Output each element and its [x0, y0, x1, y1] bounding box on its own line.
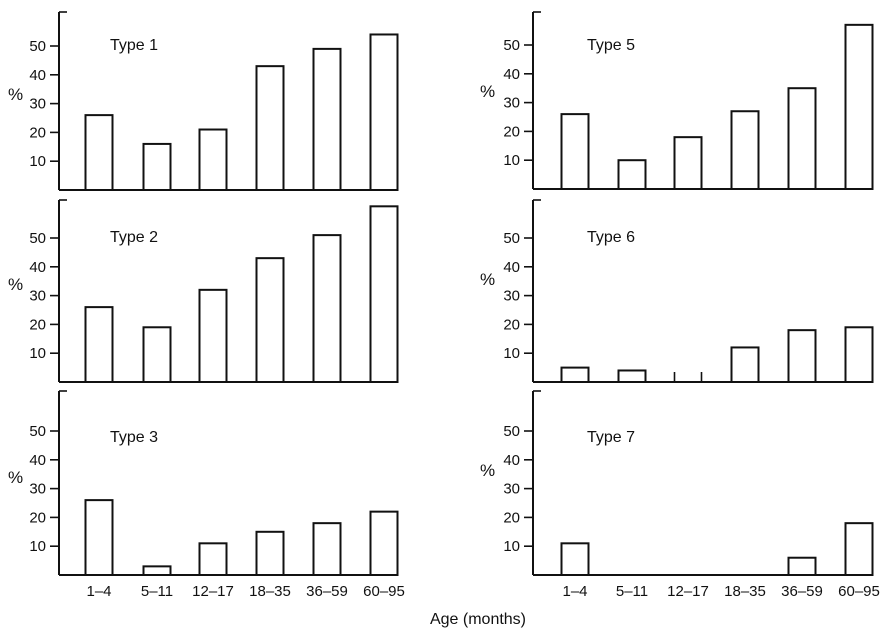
panel-title: Type 2	[110, 229, 158, 246]
y-tick-label: 20	[29, 316, 46, 333]
y-tick-label: 40	[29, 452, 46, 469]
bar	[617, 159, 647, 190]
panel-type-7: 10 20 30 40 50% Type 7	[480, 390, 874, 577]
x-tick-label: 5–11	[141, 583, 173, 600]
bar	[673, 136, 703, 191]
x-tick-label: 18–35	[249, 583, 291, 600]
bar	[560, 113, 590, 190]
x-tick-label: 12–17	[667, 583, 709, 600]
bar	[787, 329, 817, 384]
bar	[142, 565, 172, 576]
x-tick-label: 18–35	[724, 583, 766, 600]
x-tick-label: 12–17	[192, 583, 234, 600]
bar	[369, 205, 399, 383]
y-tick-label: 20	[503, 509, 520, 526]
x-tick-labels-left: 1–4 5–11 12–17 18–35 36–59 60–95	[86, 583, 404, 600]
bar	[312, 47, 342, 191]
y-tick-label: 10	[29, 538, 46, 555]
y-axis-label: %	[8, 468, 23, 487]
panel-type-2: 10 20 30 40 50% Type 2	[8, 199, 399, 383]
panel-title: Type 1	[110, 37, 158, 54]
y-axis-label: %	[8, 85, 23, 104]
bar	[730, 346, 760, 384]
y-tick-label: 50	[29, 423, 46, 440]
panel-type-5: 10 20 30 40 50% Type 5	[480, 11, 874, 191]
bar	[142, 326, 172, 383]
y-tick-label: 30	[503, 95, 520, 112]
y-axis-label: %	[480, 461, 495, 480]
panel-title: Type 6	[587, 229, 635, 246]
y-tick-label: 20	[29, 509, 46, 526]
y-tick-label: 10	[29, 153, 46, 170]
bar	[84, 114, 114, 191]
panel-title: Type 3	[110, 429, 158, 446]
y-tick-label: 40	[503, 452, 520, 469]
x-axis-label: Age (months)	[430, 611, 526, 628]
bar	[84, 306, 114, 383]
x-tick-label: 5–11	[616, 583, 648, 600]
x-tick-label: 60–95	[363, 583, 405, 600]
bar	[312, 234, 342, 383]
bar	[369, 33, 399, 192]
bar	[730, 110, 760, 190]
y-tick-label: 40	[29, 259, 46, 276]
y-tick-label: 50	[29, 230, 46, 247]
bar	[787, 87, 817, 190]
y-tick-label: 50	[29, 38, 46, 55]
y-tick-label: 10	[503, 345, 520, 362]
y-tick-label: 30	[29, 481, 46, 498]
x-tick-labels-right: 1–4 5–11 12–17 18–35 36–59 60–95	[562, 583, 879, 600]
y-tick-label: 10	[503, 152, 520, 169]
y-tick-label: 30	[29, 288, 46, 305]
bar	[198, 542, 228, 577]
y-tick-label: 30	[503, 481, 520, 498]
y-tick-label: 40	[29, 67, 46, 84]
y-tick-label: 30	[503, 288, 520, 305]
bar	[560, 366, 590, 384]
bar	[255, 530, 285, 576]
y-tick-label: 20	[503, 123, 520, 140]
x-tick-label: 36–59	[781, 583, 823, 600]
panel-title: Type 7	[587, 429, 635, 446]
y-tick-label: 20	[503, 316, 520, 333]
y-axis-label: %	[480, 82, 495, 101]
panel-type-3: 10 20 30 40 50% Type 3	[8, 390, 399, 577]
bar	[844, 23, 874, 191]
y-tick-label: 50	[503, 37, 520, 54]
bar	[787, 556, 817, 576]
panel-type-1: 10 20 30 40 50% Type 1	[8, 11, 399, 192]
bar	[255, 65, 285, 191]
y-tick-label: 50	[503, 423, 520, 440]
y-tick-label: 20	[29, 124, 46, 141]
y-axis-label: %	[8, 275, 23, 294]
bar	[142, 142, 172, 191]
bar	[84, 499, 114, 576]
y-tick-label: 10	[503, 538, 520, 555]
bar	[312, 522, 342, 576]
bar	[844, 522, 874, 576]
panel-title: Type 5	[587, 37, 635, 54]
y-tick-label: 10	[29, 345, 46, 362]
x-tick-label: 1–4	[562, 583, 587, 600]
bar	[369, 510, 399, 577]
y-tick-label: 50	[503, 230, 520, 247]
y-tick-label: 30	[29, 96, 46, 113]
y-tick-label: 40	[503, 259, 520, 276]
panel-type-6: 10 20 30 40 50% Type 6	[480, 199, 874, 384]
x-tick-label: 60–95	[838, 583, 880, 600]
bar	[617, 369, 647, 384]
bar	[198, 288, 228, 383]
y-axis-label: %	[480, 270, 495, 289]
bar	[255, 257, 285, 383]
bar	[844, 326, 874, 383]
panels-group: 10 20 30 40 50% Type 1 10 20 30 40 50% Type 2 10 20 30…	[8, 11, 874, 577]
y-tick-label: 40	[503, 66, 520, 83]
x-tick-label: 36–59	[306, 583, 348, 600]
bar	[560, 542, 590, 577]
x-tick-label: 1–4	[86, 583, 111, 600]
bar	[198, 128, 228, 192]
